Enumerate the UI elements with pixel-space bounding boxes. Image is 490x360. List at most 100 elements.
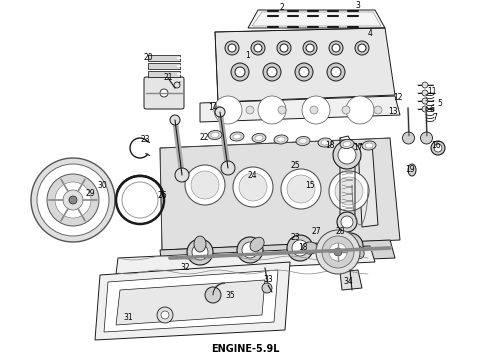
Circle shape [295, 63, 313, 81]
Circle shape [231, 63, 249, 81]
Circle shape [278, 106, 286, 114]
Text: 11: 11 [427, 87, 437, 96]
Circle shape [346, 96, 374, 124]
Text: 23: 23 [140, 135, 150, 144]
Text: 25: 25 [290, 161, 300, 170]
Circle shape [47, 174, 99, 226]
Ellipse shape [250, 237, 264, 251]
Circle shape [302, 96, 330, 124]
Text: 28: 28 [335, 228, 345, 237]
Circle shape [334, 248, 342, 256]
FancyBboxPatch shape [144, 77, 184, 109]
Text: 15: 15 [305, 180, 315, 189]
Text: 13: 13 [388, 108, 398, 117]
Text: 4: 4 [368, 28, 372, 37]
Ellipse shape [208, 130, 222, 140]
Circle shape [434, 144, 442, 152]
Circle shape [170, 115, 180, 125]
Circle shape [225, 41, 239, 55]
Circle shape [287, 175, 315, 203]
Ellipse shape [194, 236, 206, 252]
Text: 3: 3 [356, 1, 361, 10]
Circle shape [69, 196, 77, 204]
Circle shape [192, 244, 208, 260]
Text: 18: 18 [298, 243, 308, 252]
Text: 24: 24 [247, 171, 257, 180]
Circle shape [233, 167, 273, 207]
Circle shape [263, 63, 281, 81]
Circle shape [31, 158, 115, 242]
Ellipse shape [365, 143, 373, 148]
Ellipse shape [350, 244, 364, 259]
Circle shape [322, 236, 354, 268]
Text: ENGINE-5.9L: ENGINE-5.9L [211, 344, 279, 354]
Text: 33: 33 [263, 275, 273, 284]
Text: 14: 14 [208, 104, 218, 112]
Circle shape [355, 41, 369, 55]
Ellipse shape [302, 242, 318, 254]
Circle shape [281, 169, 321, 209]
Circle shape [235, 67, 245, 77]
Circle shape [422, 98, 428, 104]
Circle shape [287, 235, 313, 261]
Text: 29: 29 [85, 189, 95, 198]
Text: 31: 31 [123, 314, 133, 323]
Text: 2: 2 [280, 4, 284, 13]
Circle shape [187, 239, 213, 265]
Polygon shape [116, 246, 375, 274]
Text: 6: 6 [430, 105, 435, 114]
Text: 27: 27 [311, 228, 321, 237]
Circle shape [402, 132, 415, 144]
Circle shape [329, 41, 343, 55]
Circle shape [327, 63, 345, 81]
Text: 16: 16 [431, 140, 441, 149]
Ellipse shape [343, 141, 351, 147]
Ellipse shape [255, 135, 263, 140]
Circle shape [191, 171, 219, 199]
Circle shape [422, 82, 428, 88]
Circle shape [239, 173, 267, 201]
Circle shape [214, 96, 242, 124]
Text: 7: 7 [433, 113, 438, 122]
Circle shape [332, 44, 340, 52]
Circle shape [237, 237, 263, 263]
Ellipse shape [318, 138, 332, 147]
Ellipse shape [340, 139, 354, 149]
Circle shape [303, 41, 317, 55]
Ellipse shape [211, 132, 219, 138]
Circle shape [431, 141, 445, 155]
Circle shape [342, 106, 350, 114]
Circle shape [157, 307, 173, 323]
Circle shape [221, 161, 235, 175]
Circle shape [174, 82, 180, 88]
Polygon shape [160, 138, 400, 250]
Circle shape [337, 233, 363, 259]
Ellipse shape [233, 134, 241, 139]
Ellipse shape [321, 140, 329, 145]
Text: 34: 34 [343, 278, 353, 287]
Polygon shape [340, 270, 362, 290]
Circle shape [292, 240, 308, 256]
Circle shape [329, 171, 369, 211]
Circle shape [37, 164, 109, 236]
Text: 19: 19 [405, 166, 415, 175]
Circle shape [310, 106, 318, 114]
Circle shape [299, 67, 309, 77]
Circle shape [175, 168, 189, 182]
Text: 12: 12 [393, 93, 403, 102]
Circle shape [331, 67, 341, 77]
Circle shape [262, 283, 272, 293]
Text: 5: 5 [438, 99, 442, 108]
Circle shape [267, 67, 277, 77]
Text: 1: 1 [245, 50, 250, 59]
Circle shape [215, 107, 225, 117]
Bar [148, 55, 180, 61]
Circle shape [316, 230, 360, 274]
Circle shape [277, 41, 291, 55]
Ellipse shape [408, 164, 416, 176]
Circle shape [374, 106, 382, 114]
Circle shape [337, 212, 357, 232]
Circle shape [205, 287, 221, 303]
Circle shape [63, 190, 83, 210]
Polygon shape [160, 240, 395, 268]
